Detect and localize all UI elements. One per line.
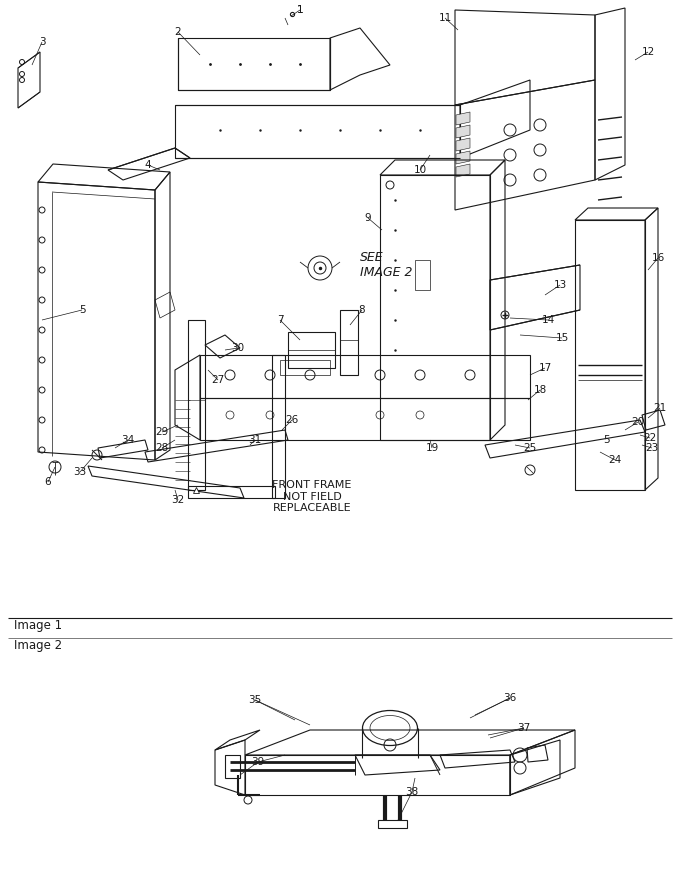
- Polygon shape: [456, 125, 470, 138]
- Text: 33: 33: [73, 467, 86, 477]
- Text: 26: 26: [286, 415, 299, 425]
- Text: SEE
IMAGE 2: SEE IMAGE 2: [360, 251, 413, 279]
- Text: 19: 19: [426, 443, 439, 453]
- Text: 22: 22: [643, 433, 657, 443]
- Text: 7: 7: [277, 315, 284, 325]
- Text: 5: 5: [604, 435, 611, 445]
- Text: 21: 21: [653, 403, 666, 413]
- Text: 2: 2: [175, 27, 182, 37]
- Text: 1: 1: [296, 5, 303, 15]
- Text: 13: 13: [554, 280, 566, 290]
- Text: 36: 36: [503, 693, 517, 703]
- Text: 20: 20: [632, 417, 645, 427]
- Text: 30: 30: [231, 343, 245, 353]
- Text: 29: 29: [155, 427, 169, 437]
- Text: 28: 28: [155, 443, 169, 453]
- Text: 5: 5: [79, 305, 85, 315]
- Text: 15: 15: [556, 333, 568, 343]
- Text: 32: 32: [171, 495, 185, 505]
- Text: 18: 18: [533, 385, 547, 395]
- Polygon shape: [456, 112, 470, 125]
- Text: 35: 35: [248, 695, 262, 705]
- Text: 38: 38: [405, 787, 419, 797]
- Text: Image 1: Image 1: [14, 620, 62, 633]
- Text: 24: 24: [609, 455, 622, 465]
- Text: 31: 31: [248, 435, 262, 445]
- Polygon shape: [456, 164, 470, 177]
- Polygon shape: [456, 151, 470, 164]
- Text: 39: 39: [252, 757, 265, 767]
- Text: 12: 12: [641, 47, 655, 57]
- Text: 9: 9: [364, 213, 371, 223]
- Text: 17: 17: [539, 363, 551, 373]
- Text: 16: 16: [651, 253, 664, 263]
- Text: FRONT FRAME
NOT FIELD
REPLACEABLE: FRONT FRAME NOT FIELD REPLACEABLE: [272, 480, 352, 513]
- Text: 34: 34: [121, 435, 135, 445]
- Text: 23: 23: [645, 443, 659, 453]
- Text: 11: 11: [439, 13, 452, 23]
- Text: 25: 25: [524, 443, 537, 453]
- Text: 3: 3: [39, 37, 46, 47]
- Text: 37: 37: [517, 723, 530, 733]
- Text: 10: 10: [413, 165, 426, 175]
- Text: 14: 14: [541, 315, 555, 325]
- Text: Image 2: Image 2: [14, 640, 62, 652]
- Text: 1: 1: [296, 5, 303, 15]
- Text: 27: 27: [211, 375, 224, 385]
- Text: 8: 8: [358, 305, 365, 315]
- Text: 6: 6: [45, 477, 51, 487]
- Polygon shape: [456, 138, 470, 151]
- Text: 4: 4: [145, 160, 152, 170]
